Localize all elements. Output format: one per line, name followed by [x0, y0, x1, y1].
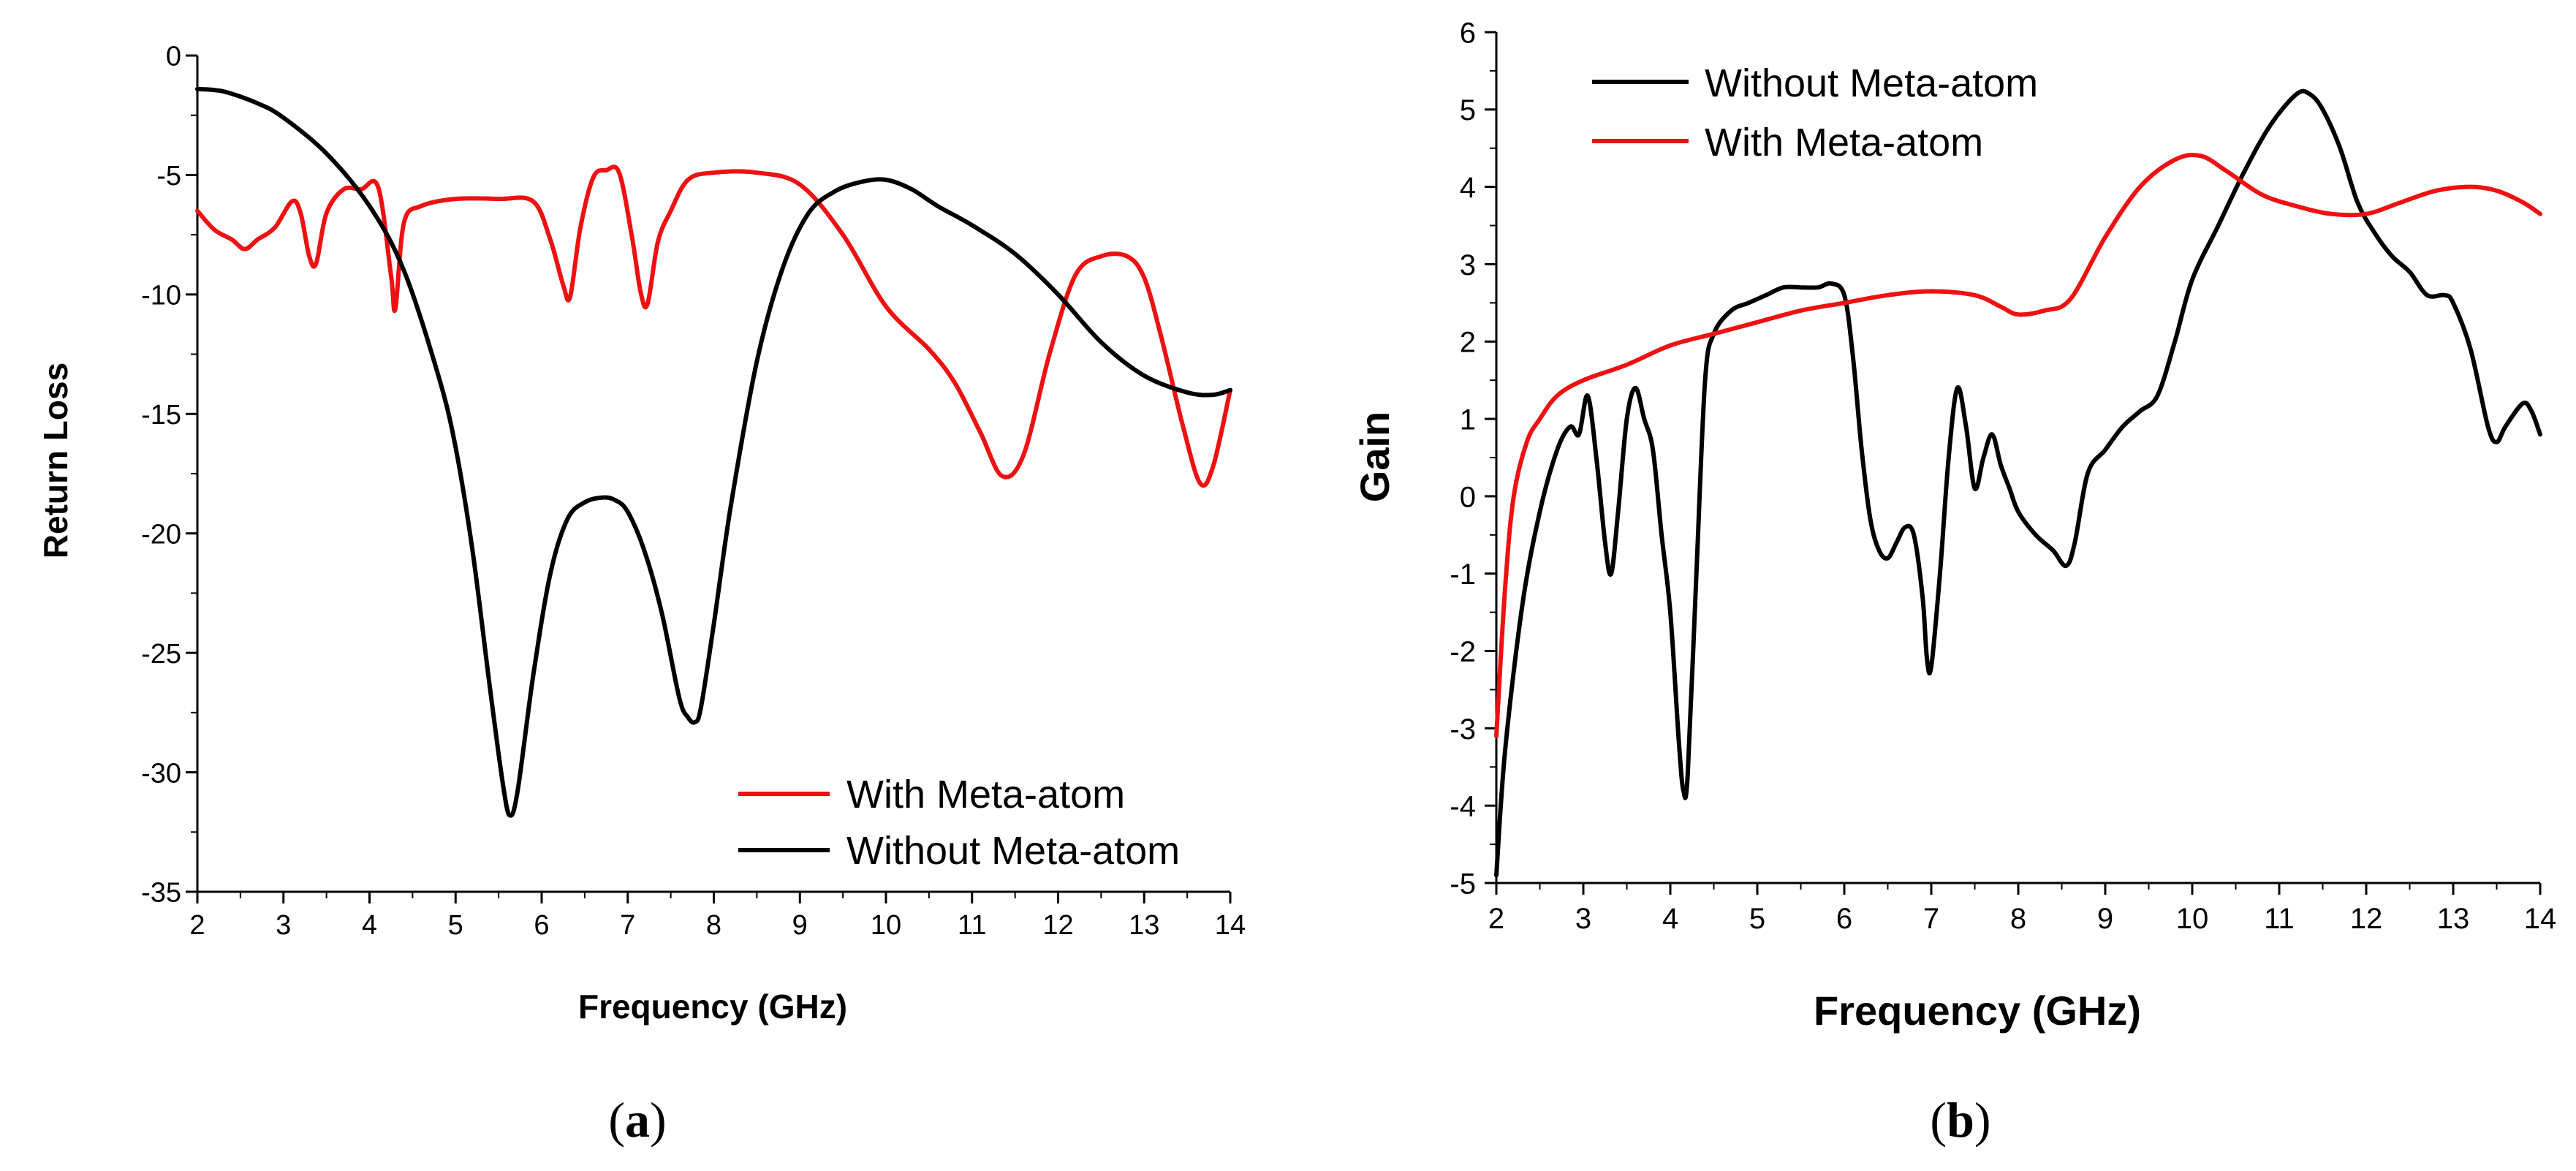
chart-b-legend: Without Meta-atom With Meta-atom	[1592, 61, 2038, 164]
chart-a-ytick-label: -35	[141, 878, 181, 909]
chart-a-xtick-label: 7	[620, 910, 635, 941]
chart-b-ylabel: Gain	[1352, 412, 1398, 502]
chart-a-ytick-label: 0	[166, 42, 181, 72]
chart-a: 2 3 4 5 6 7 8 9 10 11 12 13 140-5-10-15-20-25-30-35 …	[37, 42, 1246, 1148]
chart-a-xtick-label: 3	[276, 910, 291, 941]
chart-b-ytick-label: -4	[1450, 791, 1476, 823]
chart-a-ytick-label: -5	[156, 161, 181, 192]
chart-b-ytick-label: -3	[1450, 713, 1476, 746]
chart-b-xtick-label: 2	[1488, 903, 1504, 935]
legend-label-without-meta-atom-b: Without Meta-atom	[1705, 61, 2038, 105]
chart-b-ytick-label: 1	[1460, 403, 1476, 436]
chart-a-ytick-label: -30	[141, 758, 181, 789]
chart-a-ytick-label: -10	[141, 281, 181, 311]
chart-a-ylabel: Return Loss	[37, 363, 75, 558]
legend-label-with-meta-atom-b: With Meta-atom	[1705, 121, 1983, 164]
chart-a-xtick-label: 6	[534, 910, 549, 941]
chart-a-xtick-label: 14	[1215, 910, 1246, 941]
chart-a-xtick-label: 12	[1042, 910, 1073, 941]
chart-b-xtick-label: 5	[1749, 903, 1765, 935]
chart-b-xtick-label: 6	[1836, 903, 1852, 935]
panel-label-a: (a)	[608, 1092, 666, 1148]
chart-a-xlabel: Frequency (GHz)	[578, 988, 847, 1026]
chart-b-xtick-label: 9	[2097, 903, 2113, 935]
legend-label-with-meta-atom: With Meta-atom	[846, 773, 1125, 816]
chart-a-xtick-label: 4	[362, 910, 377, 941]
series-line-with-meta-atom-a	[195, 164, 1232, 488]
legend-label-without-meta-atom: Without Meta-atom	[846, 829, 1180, 873]
chart-b-ytick-label: 2	[1460, 327, 1476, 359]
chart-a-xtick-label: 10	[871, 910, 901, 941]
chart-b-xtick-label: 14	[2524, 903, 2557, 935]
chart-b-ytick-label: -5	[1450, 868, 1476, 900]
chart-a-xtick-label: 13	[1129, 910, 1159, 941]
chart-a-series	[195, 86, 1232, 818]
chart-a-ticks: 2 3 4 5 6 7 8 9 10 11 12 13 14 0 -5 -10 -15 -20 -25 -30 -35	[141, 42, 1246, 941]
chart-a-xtick-label: 11	[958, 910, 986, 941]
chart-b-ytick-label: 6	[1460, 17, 1476, 49]
chart-a-ytick-label: -25	[141, 639, 181, 670]
chart-a-xtick-label: 5	[448, 910, 463, 941]
chart-b-ytick-label: -2	[1450, 636, 1476, 668]
series-line-without-meta-atom-a	[195, 86, 1232, 818]
chart-b-xtick-label: 8	[2010, 903, 2026, 935]
chart-b-xtick-label: 11	[2264, 903, 2295, 935]
chart-b-ytick-label: 3	[1460, 249, 1476, 281]
chart-b-xtick-label: 3	[1575, 903, 1591, 935]
chart-b-series	[1494, 88, 2542, 878]
chart-a-xtick-label: 9	[792, 910, 808, 941]
chart-a-ytick-label: -15	[141, 400, 181, 431]
chart-b-xtick-label: 4	[1662, 903, 1678, 935]
series-line-with-meta-atom-b	[1494, 152, 2542, 738]
chart-b-xlabel: Frequency (GHz)	[1814, 988, 2141, 1034]
chart-a-xtick-label: 8	[706, 910, 721, 941]
series-line-without-meta-atom-b	[1494, 88, 2542, 878]
chart-a-legend: With Meta-atom Without Meta-atom	[738, 773, 1180, 873]
panel-label-b: (b)	[1930, 1092, 1990, 1148]
chart-b-xtick-label: 10	[2176, 903, 2209, 935]
chart-b-ytick-label: -1	[1450, 558, 1476, 591]
chart-b-xtick-label: 12	[2350, 903, 2383, 935]
chart-b-ytick-label: 0	[1460, 481, 1476, 513]
chart-b-ytick-label: 5	[1460, 94, 1476, 126]
chart-b-xtick-label: 13	[2437, 903, 2470, 935]
chart-a-xtick-label: 2	[189, 910, 205, 941]
chart-a-ytick-label: -20	[141, 519, 181, 550]
chart-b-xtick-label: 7	[1923, 903, 1939, 935]
chart-b-ytick-label: 4	[1460, 172, 1476, 204]
